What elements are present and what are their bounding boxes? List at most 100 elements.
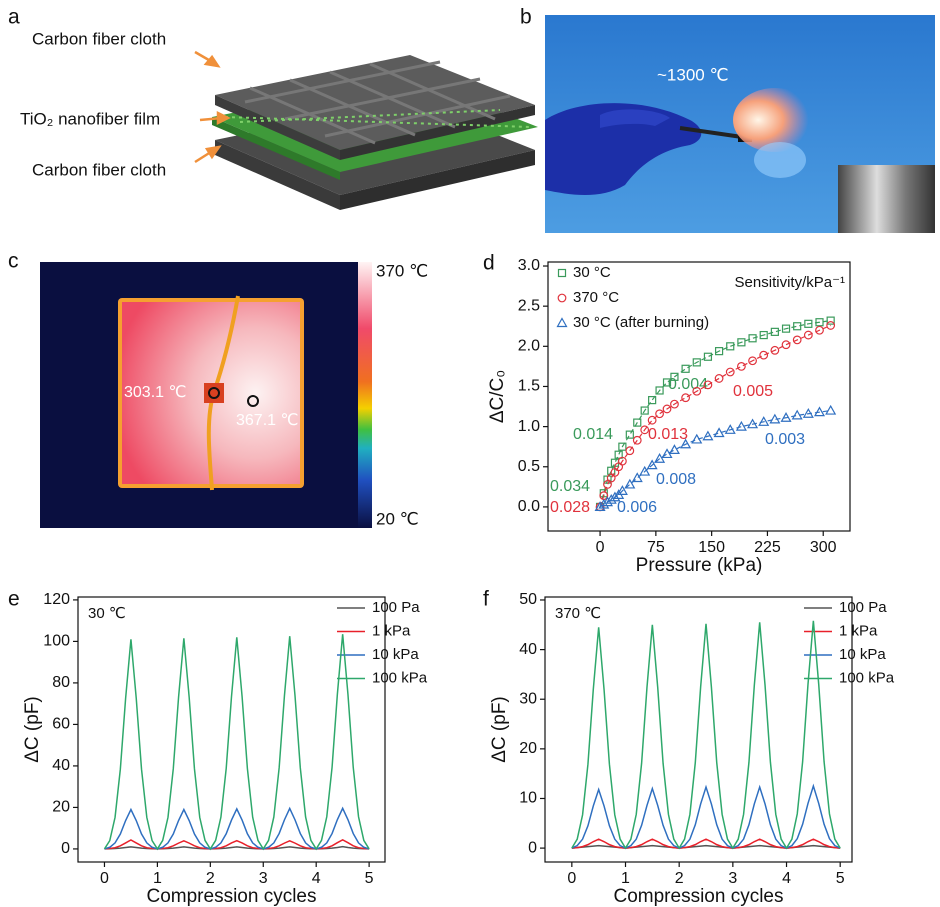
panel-label: f [483,588,489,611]
y-tick-label: 0.5 [518,458,540,475]
series-line [600,411,831,507]
x-tick-label: 0 [100,870,109,887]
x-tick-label: 150 [698,539,725,556]
legend-label: 370 °C [573,289,619,306]
x-tick-label: 225 [754,539,781,556]
y-tick-label: 0 [528,839,537,856]
y-tick-label: 10 [519,790,537,807]
layer-label: Carbon fiber cloth [32,29,166,48]
colorbar [358,262,372,528]
data-point [760,351,768,359]
data-point [749,335,756,342]
data-point [827,322,835,330]
colorbar-min: 20 ℃ [376,509,419,528]
y-tick-label: 120 [43,591,70,608]
x-tick-label: 1 [153,870,162,887]
y-axis-label: ΔC (pF) [489,696,510,763]
blue-flame [754,142,806,178]
x-tick-label: 5 [836,870,845,887]
data-point [826,406,835,414]
data-point [727,343,734,350]
y-axis-label: ΔC (pF) [22,696,43,763]
legend-label: 1 kPa [839,622,878,639]
data-point [656,410,664,418]
x-tick-label: 2 [206,870,215,887]
chart-annotation: 30 ℃ [88,605,126,622]
legend-label: 1 kPa [372,622,411,639]
data-point [626,431,633,438]
legend-label: 10 kPa [839,646,886,663]
legend-title: Sensitivity/kPa⁻¹ [735,274,845,291]
y-tick-label: 40 [52,757,70,774]
legend-marker [558,294,566,302]
x-tick-label: 2 [675,870,684,887]
sensitivity-label: 0.013 [648,426,688,443]
figure: a b c d e f Carbon fiber cloth TiO₂ nano… [0,0,940,907]
temperature-annotation: ~1300 ℃ [657,65,729,84]
legend-label: 100 kPa [372,669,428,686]
legend-marker [558,319,567,327]
data-point [771,328,778,335]
y-tick-label: 0 [61,840,70,857]
torch [838,165,935,233]
series-line [572,621,840,848]
y-tick-label: 60 [52,716,70,733]
spot-label: 303.1 ℃ [124,384,186,401]
x-tick-label: 3 [259,870,268,887]
data-point [648,416,656,424]
y-tick-label: 20 [519,740,537,757]
y-tick-label: 40 [519,641,537,658]
legend-label: 30 °C (after burning) [573,314,709,331]
x-tick-label: 1 [621,870,630,887]
photo-flame-test [545,15,935,233]
x-tick-label: 0 [596,539,605,556]
layer-label: Carbon fiber cloth [32,160,166,179]
x-tick-label: 3 [728,870,737,887]
data-point [670,445,679,453]
panel-label: e [8,588,20,611]
y-tick-label: 30 [519,690,537,707]
x-axis-label: Compression cycles [147,886,317,907]
y-tick-label: 1.0 [518,418,540,435]
sensitivity-label: 0.034 [550,478,590,495]
y-tick-label: 50 [519,591,537,608]
x-axis-label: Pressure (kPa) [636,555,763,576]
sensitivity-label: 0.005 [733,383,773,400]
series-line [104,808,369,849]
panel-label: c [8,250,19,273]
legend-label: 100 kPa [839,669,895,686]
series-line [104,634,369,849]
spot-label: 367.1 ℃ [236,412,298,429]
legend-label: 10 kPa [372,646,419,663]
legend-label: 100 Pa [839,599,887,616]
legend-label: 100 Pa [372,599,420,616]
colorbar-max: 370 ℃ [376,261,428,280]
x-tick-label: 0 [567,870,576,887]
data-point [738,363,746,371]
y-tick-label: 0.0 [518,498,540,515]
data-point [704,353,711,360]
x-tick-label: 300 [810,539,837,556]
x-tick-label: 75 [647,539,665,556]
data-point [715,375,723,383]
y-tick-label: 80 [52,674,70,691]
x-tick-label: 4 [782,870,791,887]
electrode [204,383,224,403]
sensitivity-label: 0.014 [573,426,613,443]
panel-label: a [8,6,20,29]
chart-annotation: 370 ℃ [555,605,601,622]
legend-label: 30 °C [573,264,611,281]
sensitivity-label: 0.028 [550,499,590,516]
y-tick-label: 2.0 [518,338,540,355]
sensitivity-label: 0.008 [656,471,696,488]
y-tick-label: 3.0 [518,257,540,274]
data-point [682,394,690,402]
x-tick-label: 4 [312,870,321,887]
sensitivity-label: 0.006 [617,499,657,516]
y-tick-label: 100 [43,633,70,650]
x-tick-label: 5 [365,870,374,887]
panel-label: b [520,6,532,29]
y-tick-label: 1.5 [518,378,540,395]
data-point [655,454,664,462]
thermal-image [40,262,372,528]
